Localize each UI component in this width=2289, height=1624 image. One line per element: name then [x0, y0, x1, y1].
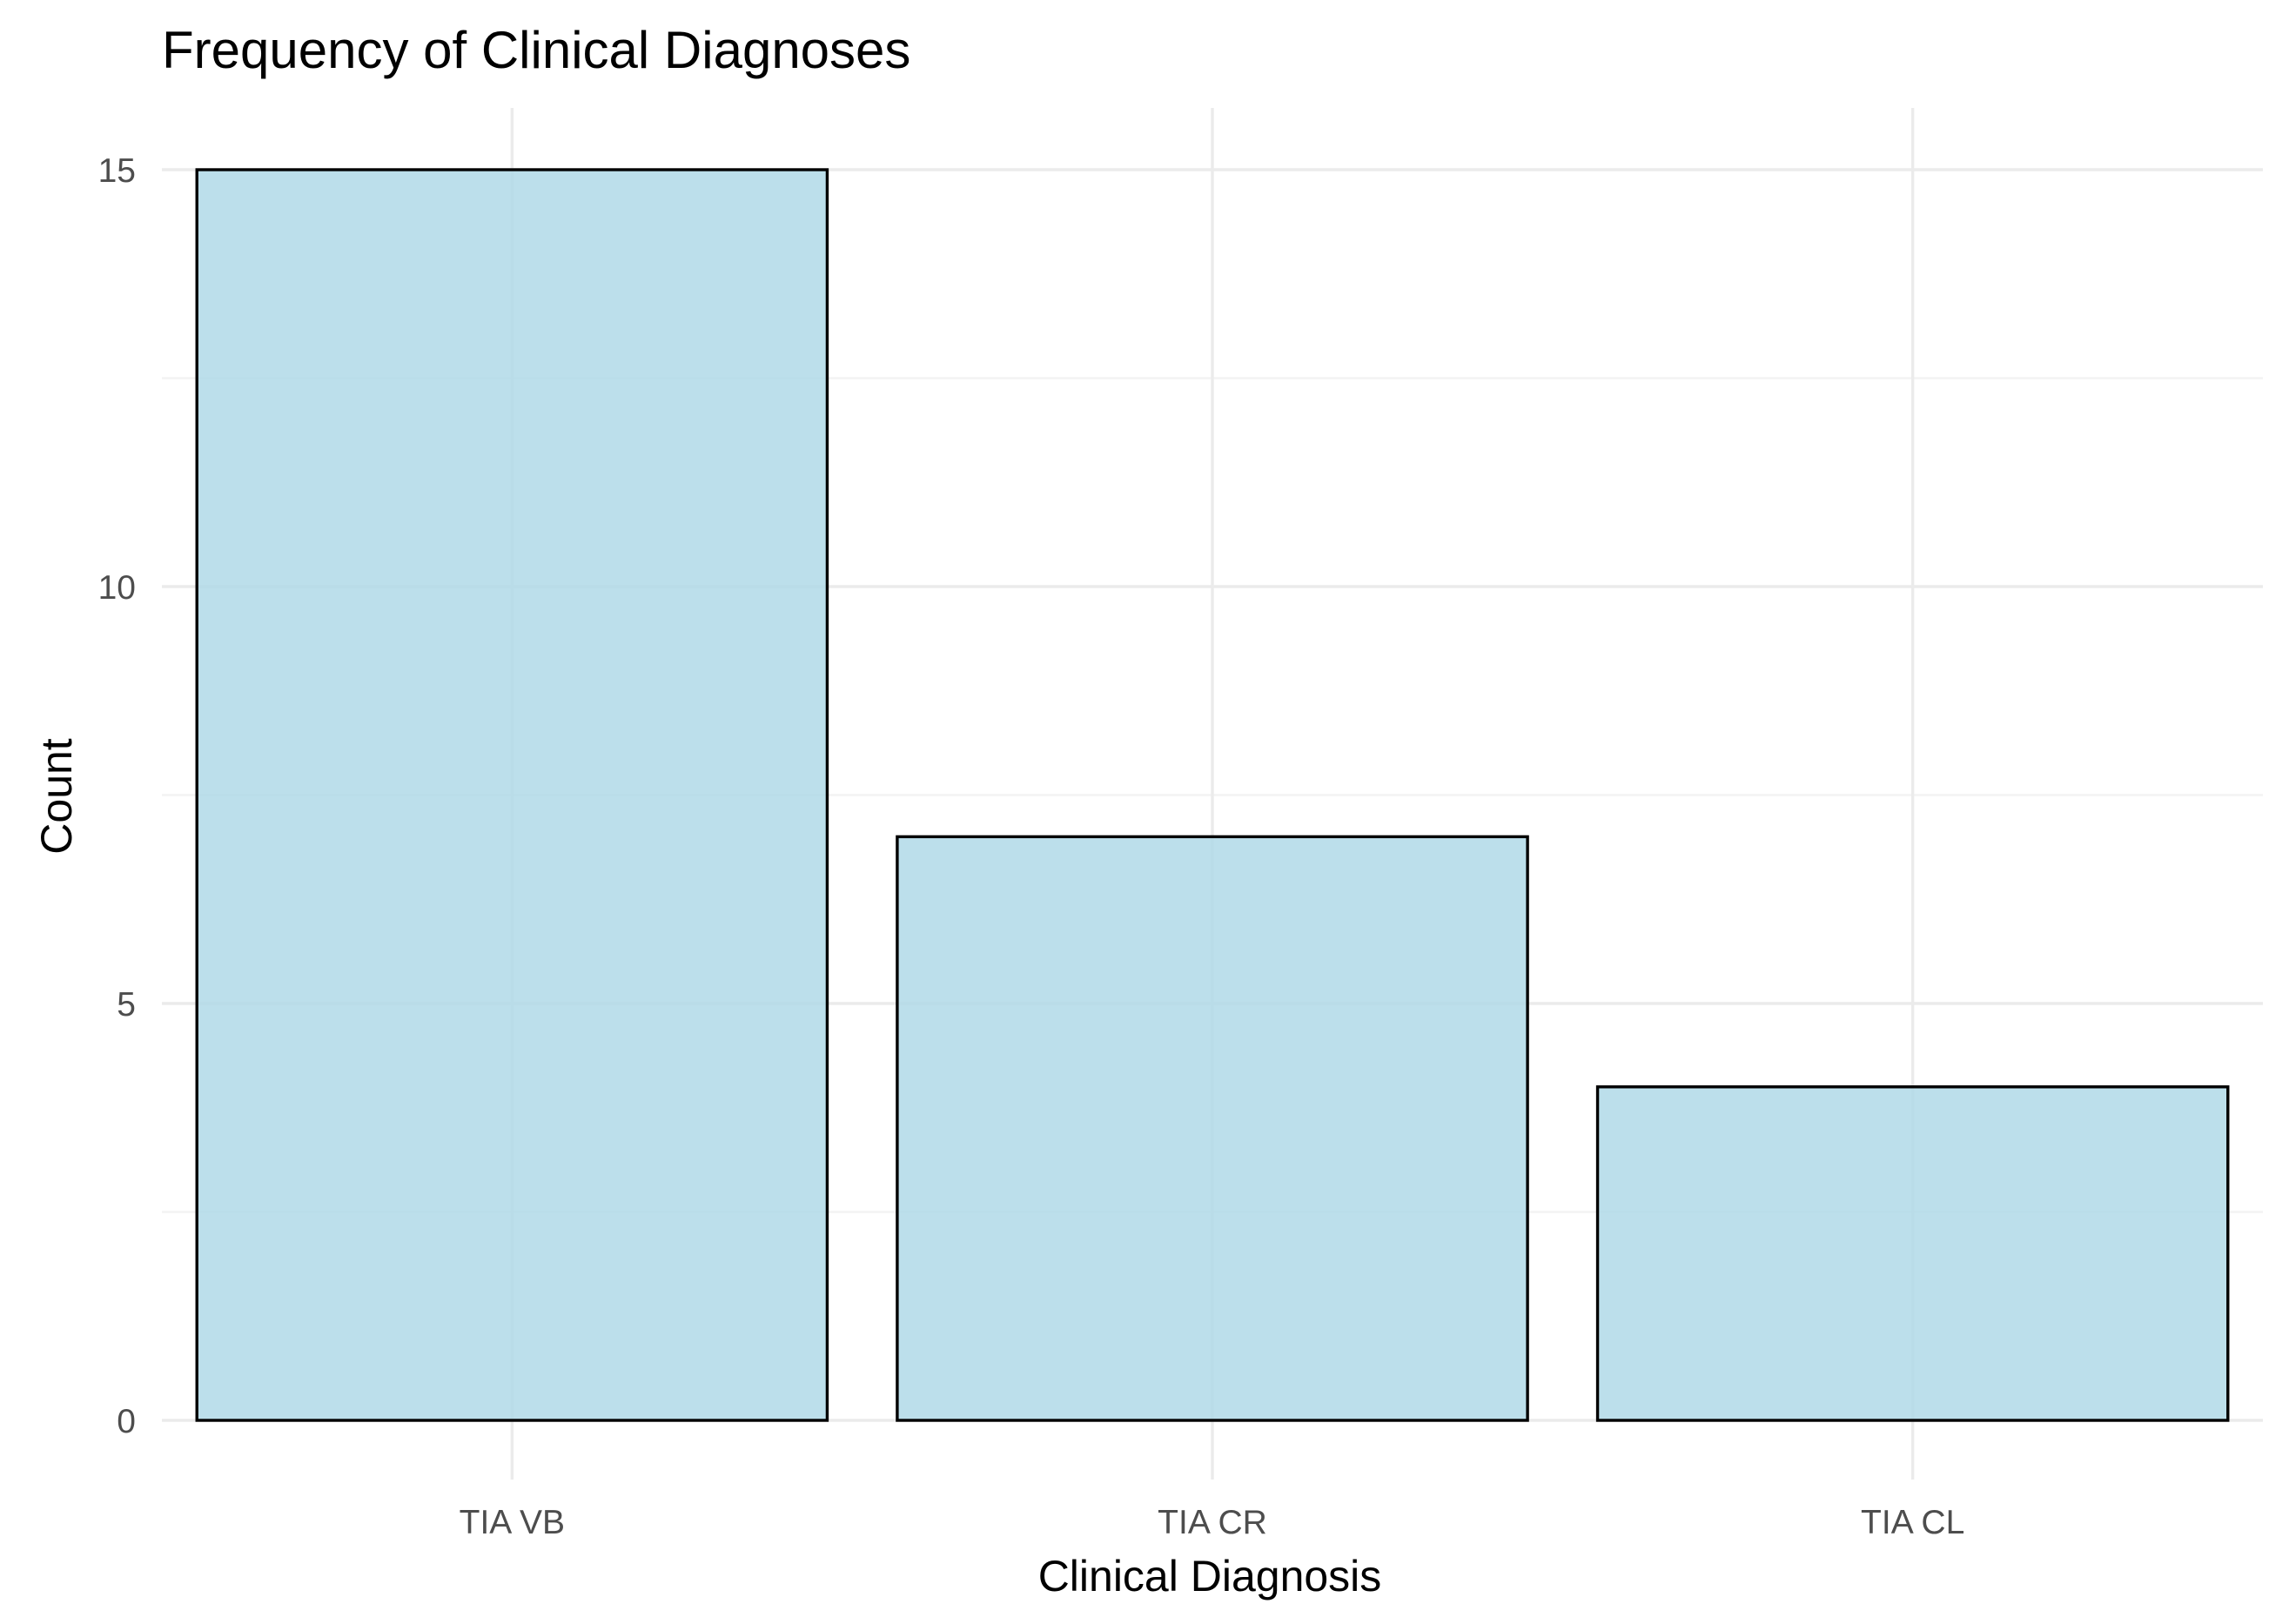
x-tick-label: TIA CR: [1158, 1504, 1267, 1541]
bar-tia-vb: [195, 168, 829, 1422]
x-tick-label: TIA CL: [1861, 1504, 1964, 1541]
y-axis-title: Count: [32, 738, 81, 855]
y-tick-label: 10: [98, 569, 136, 607]
bar-tia-cl: [1595, 1085, 2230, 1422]
tick-labels: 0 5 10 15 TIA VB TIA CR TIA CL: [98, 152, 1965, 1541]
chart-title: Frequency of Clinical Diagnoses: [162, 21, 910, 79]
bars: [195, 168, 2230, 1422]
bar-tia-cr: [896, 835, 1529, 1422]
y-tick-label: 15: [98, 152, 136, 190]
x-axis-title: Clinical Diagnosis: [1038, 1552, 1382, 1601]
y-tick-label: 0: [117, 1403, 136, 1440]
x-tick-label: TIA VB: [460, 1504, 565, 1541]
y-tick-label: 5: [117, 986, 136, 1023]
